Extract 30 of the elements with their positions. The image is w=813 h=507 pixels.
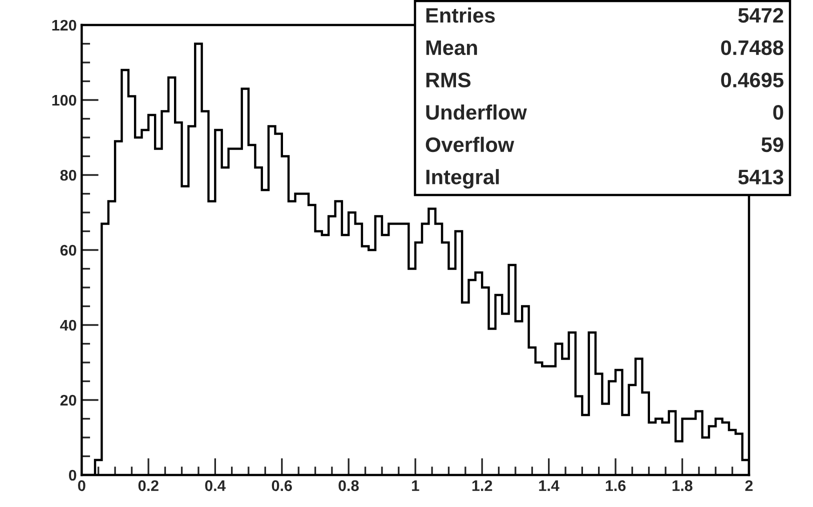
x-tick-label: 1 <box>412 480 420 491</box>
x-tick-label: 1.6 <box>606 480 626 492</box>
y-tick-label: 40 <box>60 320 76 331</box>
annotation: Mean <box>426 40 477 56</box>
y-tick-label: 20 <box>60 394 76 406</box>
text: 59 <box>761 137 784 152</box>
text: Entries <box>426 7 495 23</box>
y-tick-label: 120 <box>52 20 76 31</box>
x-tick-label: 0.8 <box>338 480 359 492</box>
annotation: Overflow <box>426 136 514 152</box>
text: 5472 <box>738 8 784 23</box>
text: 0 <box>773 105 784 120</box>
y-tick-label: 0 <box>68 470 76 481</box>
x-tick-label: 0 <box>78 480 86 492</box>
y-tick-label: 100 <box>52 94 76 106</box>
y-tick-label: 60 <box>60 244 76 256</box>
y-tick-label: 80 <box>60 170 76 181</box>
x-tick-label: 2 <box>745 480 753 491</box>
annotation: 0.4695 <box>721 72 784 88</box>
x-tick-label: 1.8 <box>672 480 692 492</box>
x-tick-label: 1.4 <box>539 480 560 491</box>
annotation: Integral <box>426 169 499 189</box>
x-tick-label: 1.2 <box>472 480 492 491</box>
annotation: 5413 <box>738 170 784 184</box>
annotation: 0.7488 <box>721 40 784 56</box>
x-tick-label: 0.6 <box>272 480 292 492</box>
annotation: Underflow <box>426 104 527 120</box>
annotation: RMS <box>426 72 470 88</box>
x-tick-label: 0.2 <box>138 480 158 492</box>
x-tick-label: 0.4 <box>205 480 226 492</box>
